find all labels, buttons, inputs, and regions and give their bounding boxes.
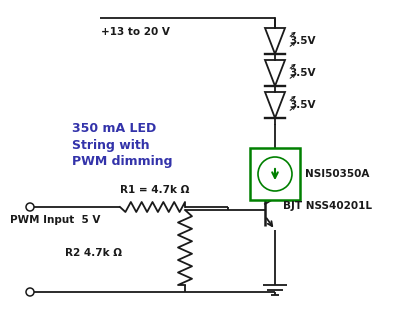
Text: 3.5V: 3.5V bbox=[289, 68, 315, 78]
Text: +13 to 20 V: +13 to 20 V bbox=[101, 27, 170, 37]
Text: 350 mA LED
String with
PWM dimming: 350 mA LED String with PWM dimming bbox=[72, 122, 173, 169]
Circle shape bbox=[26, 288, 34, 296]
Text: PWM Input  5 V: PWM Input 5 V bbox=[10, 215, 100, 225]
Bar bbox=[250, 148, 300, 200]
Text: BJT NSS40201L: BJT NSS40201L bbox=[283, 201, 372, 211]
Text: 3.5V: 3.5V bbox=[289, 100, 315, 110]
Text: R1 = 4.7k Ω: R1 = 4.7k Ω bbox=[120, 185, 189, 195]
Circle shape bbox=[258, 157, 292, 191]
Text: R2 4.7k Ω: R2 4.7k Ω bbox=[65, 248, 122, 258]
Text: 3.5V: 3.5V bbox=[289, 36, 315, 46]
Circle shape bbox=[26, 203, 34, 211]
Text: NSI50350A: NSI50350A bbox=[305, 169, 369, 179]
